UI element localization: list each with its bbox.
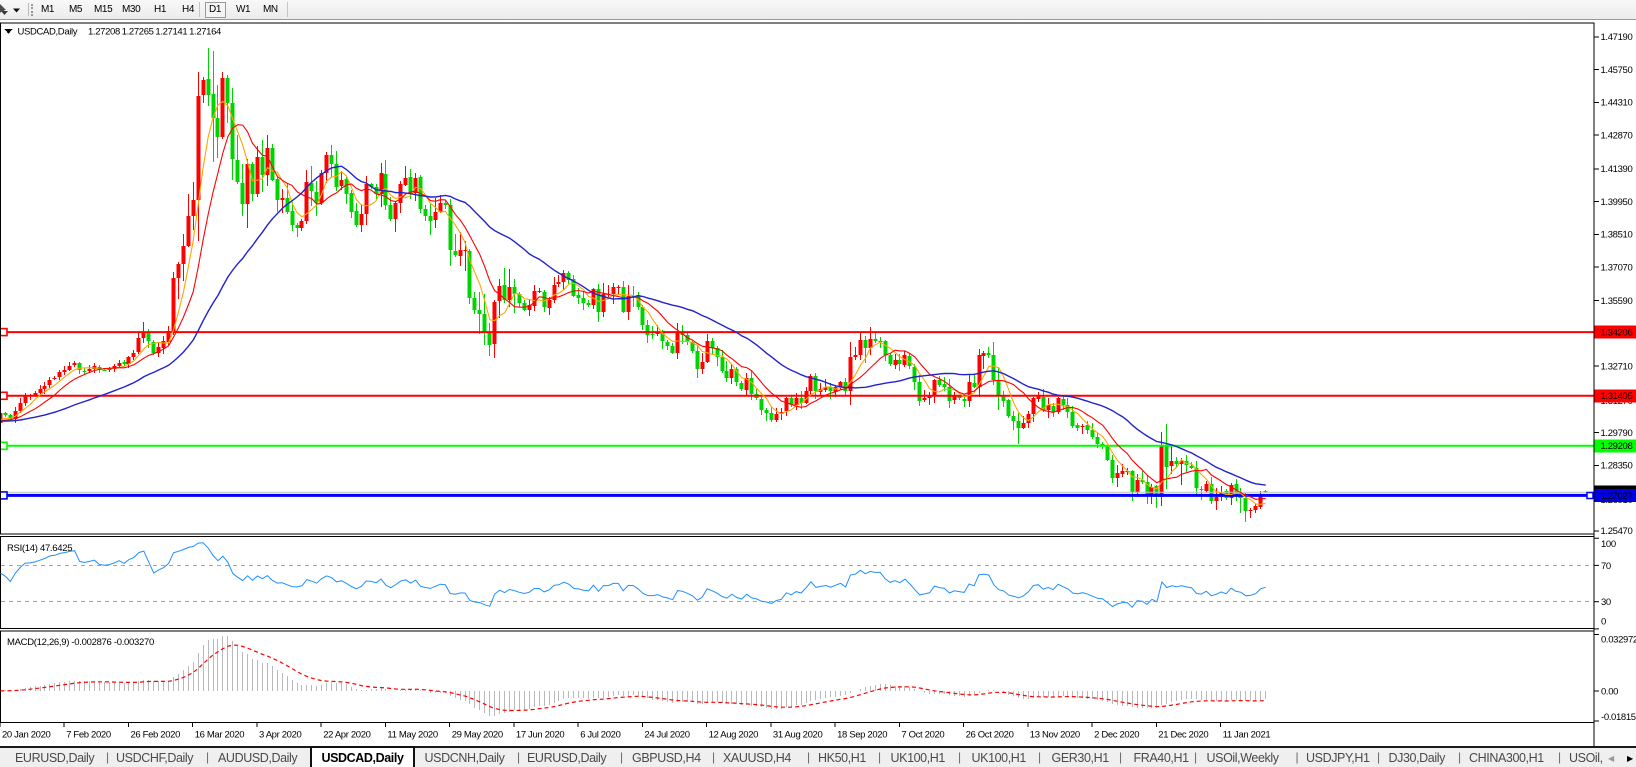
svg-text:70: 70 <box>1601 561 1611 572</box>
svg-text:16 Mar 2020: 16 Mar 2020 <box>195 729 245 740</box>
svg-text:1.29790: 1.29790 <box>1601 428 1633 439</box>
svg-text:24 Jul 2020: 24 Jul 2020 <box>644 729 689 740</box>
svg-text:1.42870: 1.42870 <box>1601 130 1633 141</box>
svg-text:1.38510: 1.38510 <box>1601 230 1633 241</box>
svg-text:1.27208: 1.27208 <box>88 26 120 37</box>
svg-text:1.27164: 1.27164 <box>189 26 221 37</box>
svg-text:0.032972: 0.032972 <box>1601 635 1636 646</box>
svg-text:1.44310: 1.44310 <box>1601 98 1633 109</box>
svg-text:1.28350: 1.28350 <box>1601 461 1633 472</box>
svg-text:12 Aug 2020: 12 Aug 2020 <box>709 729 759 740</box>
svg-text:1.35590: 1.35590 <box>1601 296 1633 307</box>
svg-text:2 Dec 2020: 2 Dec 2020 <box>1094 729 1139 740</box>
svg-text:21 Dec 2020: 21 Dec 2020 <box>1158 729 1208 740</box>
svg-text:26 Feb 2020: 26 Feb 2020 <box>131 729 181 740</box>
svg-text:1.27141: 1.27141 <box>155 26 187 37</box>
svg-text:1.41390: 1.41390 <box>1601 164 1633 175</box>
svg-text:20 Jan 2020: 20 Jan 2020 <box>2 729 51 740</box>
svg-text:1.32710: 1.32710 <box>1601 362 1633 373</box>
svg-text:0.00: 0.00 <box>1601 687 1618 698</box>
svg-text:22 Apr 2020: 22 Apr 2020 <box>323 729 370 740</box>
svg-text:26 Oct 2020: 26 Oct 2020 <box>966 729 1014 740</box>
svg-text:0: 0 <box>1601 617 1606 628</box>
svg-text:1.37070: 1.37070 <box>1601 262 1633 273</box>
svg-text:7 Feb 2020: 7 Feb 2020 <box>66 729 111 740</box>
svg-text:30: 30 <box>1601 597 1611 608</box>
svg-text:1.27265: 1.27265 <box>122 26 154 37</box>
svg-text:1.25470: 1.25470 <box>1601 526 1633 537</box>
svg-text:1.31405: 1.31405 <box>1601 391 1633 402</box>
svg-text:USDCAD,Daily: USDCAD,Daily <box>18 26 78 37</box>
svg-text:RSI(14) 47.6425: RSI(14) 47.6425 <box>7 543 72 554</box>
svg-text:29 May 2020: 29 May 2020 <box>452 729 503 740</box>
svg-text:11 Jan 2021: 11 Jan 2021 <box>1223 729 1271 740</box>
svg-text:31 Aug 2020: 31 Aug 2020 <box>773 729 823 740</box>
svg-text:6 Jul 2020: 6 Jul 2020 <box>580 729 620 740</box>
svg-text:18 Sep 2020: 18 Sep 2020 <box>837 729 887 740</box>
svg-text:1.47190: 1.47190 <box>1601 32 1633 43</box>
svg-text:11 May 2020: 11 May 2020 <box>387 729 437 740</box>
svg-text:1.34206: 1.34206 <box>1601 328 1633 339</box>
svg-text:3 Apr 2020: 3 Apr 2020 <box>259 729 302 740</box>
svg-text:MACD(12,26,9) -0.002876 -0.003: MACD(12,26,9) -0.002876 -0.003270 <box>7 637 154 648</box>
svg-text:-0.018154: -0.018154 <box>1601 712 1636 723</box>
svg-text:100: 100 <box>1601 539 1616 550</box>
svg-text:1.45750: 1.45750 <box>1601 65 1633 76</box>
svg-text:13 Nov 2020: 13 Nov 2020 <box>1030 729 1080 740</box>
svg-text:1.27027: 1.27027 <box>1601 491 1633 502</box>
svg-text:7 Oct 2020: 7 Oct 2020 <box>901 729 944 740</box>
svg-text:1.39950: 1.39950 <box>1601 197 1633 208</box>
svg-text:1.29208: 1.29208 <box>1601 441 1633 452</box>
svg-text:17 Jun 2020: 17 Jun 2020 <box>516 729 565 740</box>
